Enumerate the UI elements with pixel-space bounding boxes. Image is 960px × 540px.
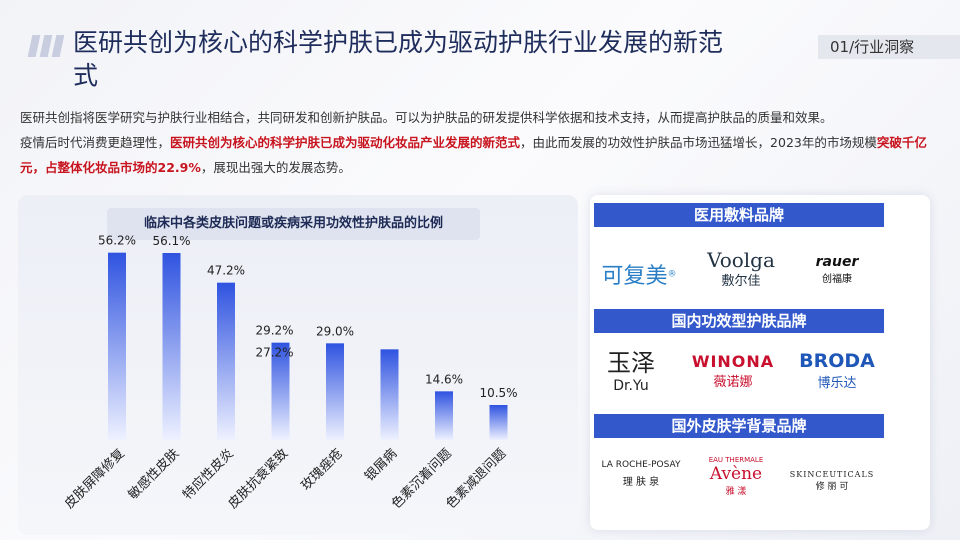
yuze-logo: 玉泽 Dr.Yu (596, 343, 666, 394)
brand-card (590, 195, 930, 530)
larocheposay-name: LA ROCHE-POSAY (601, 460, 681, 470)
value-label-2: 56.1% (152, 234, 190, 248)
bar-4 (271, 342, 290, 440)
value-label-8: 10.5% (479, 386, 517, 400)
winona-name: WINONA (691, 352, 775, 371)
value-label-7: 14.6% (425, 372, 463, 386)
foreign-brands-header: 国外皮肤学背景品牌 (594, 414, 884, 438)
avene-name: Avène (709, 464, 763, 484)
bar-7 (435, 391, 453, 440)
intro-highlight-1: 医研共创为核心的科学护肤已成为驱动化妆品产业发展的新范式 (170, 135, 521, 150)
section-tag: 01/行业洞察 (818, 35, 960, 59)
bar-2 (162, 253, 181, 440)
winona-sub: 薇诺娜 (713, 375, 753, 390)
broda-name: BRODA (799, 350, 875, 372)
skinceuticals-logo: SKINCEUTICALS 修 丽 可 (782, 470, 882, 492)
larocheposay-logo: LA ROCHE-POSAY 理 肤 泉 (594, 460, 688, 488)
kefumei-name: 可复美 (601, 264, 668, 289)
category-label-5: 玫瑰痤疮 (298, 446, 346, 494)
bar-1 (108, 252, 126, 440)
category-label-1: 皮肤屏障修复 (62, 446, 128, 512)
domestic-brands-header: 国内功效型护肤品牌 (594, 309, 884, 333)
kefumei-logo: 可复美® (596, 258, 682, 290)
avene-sub: 雅 漾 (725, 487, 747, 497)
avene-logo: EAU THERMALE Avène 雅 漾 (696, 456, 776, 497)
medical-brands-header: 医用敷料品牌 (594, 203, 884, 227)
bar-8 (489, 405, 508, 440)
intro-segment-c: ，由此而发展的功效性护肤品市场迅猛增长，2023年的市场规模 (520, 135, 877, 150)
category-label-6: 银屑病 (362, 446, 400, 484)
bar-chart: 56.2%皮肤屏障修复56.1%敏感性皮肤47.2%特应性皮炎29.2%皮肤抗衰… (62, 234, 518, 512)
voolga-logo: Voolga 敷尔佳 (696, 248, 786, 289)
intro-segment-a: 疫情后时代消费更趋理性， (20, 135, 171, 150)
avene-pre: EAU THERMALE (708, 456, 764, 464)
category-label-2: 敏感性皮肤 (125, 446, 182, 503)
rauer-logo: rauer 创福康 (796, 254, 878, 285)
yuze-sub: Dr.Yu (613, 378, 649, 394)
bar-3 (217, 282, 235, 440)
kefumei-mark: ® (667, 269, 677, 280)
intro-segment-e: ，展现出强大的发展态势。 (200, 160, 351, 175)
skinceuticals-sub: 修 丽 可 (815, 482, 849, 492)
larocheposay-sub: 理 肤 泉 (622, 477, 660, 488)
bar-6 (380, 349, 399, 440)
page-title: 医研共创为核心的科学护肤已成为驱动护肤行业发展的新范式 (73, 28, 724, 90)
skinceuticals-name: SKINCEUTICALS (789, 470, 875, 479)
voolga-sub: 敷尔佳 (721, 274, 761, 289)
category-label-3: 特应性皮炎 (180, 446, 237, 503)
intro-text: 医研共创指将医学研究与护肤行业相结合，共同研发和创新护肤品。可以为护肤品的研发提… (20, 105, 950, 180)
value-label-5: 29.0% (316, 324, 354, 338)
rauer-sub: 创福康 (822, 274, 852, 285)
bar-5 (326, 343, 344, 440)
value-label-6: 27.2% (255, 346, 293, 360)
broda-sub: 博乐达 (817, 376, 857, 391)
value-label-4: 29.2% (255, 324, 293, 338)
yuze-name: 玉泽 (607, 349, 655, 377)
rauer-name: rauer (815, 254, 859, 270)
intro-highlight-2: 突破千亿元，占整体化妆品市场的22.9% (20, 135, 927, 175)
value-label-3: 47.2% (207, 264, 245, 278)
intro-paragraph-1: 医研共创指将医学研究与护肤行业相结合，共同研发和创新护肤品。可以为护肤品的研发提… (20, 110, 833, 125)
winona-logo: WINONA 薇诺娜 (688, 352, 778, 390)
value-label-1: 56.2% (98, 234, 136, 248)
voolga-name: Voolga (707, 248, 775, 272)
chart-title: 临床中各类皮肤问题或疾病采用功效性护肤品的比例 (107, 208, 480, 240)
broda-logo: BRODA 博乐达 (790, 350, 884, 391)
